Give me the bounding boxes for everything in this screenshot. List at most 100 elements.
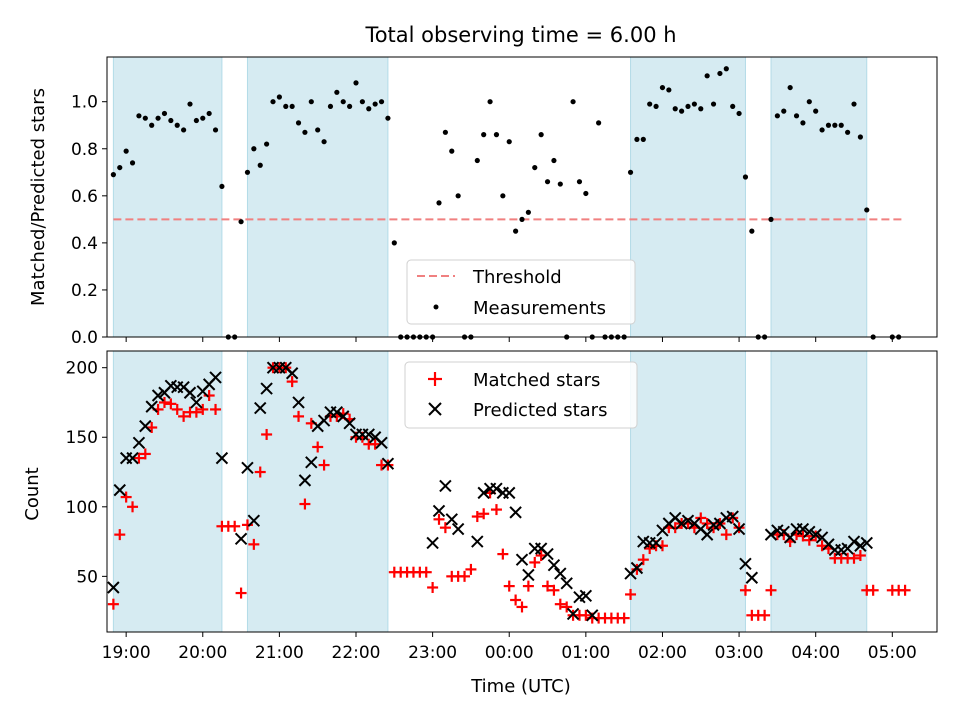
predicted-marker-b bbox=[471, 535, 484, 548]
predicted-marker-b bbox=[368, 431, 382, 444]
predicted-marker-b bbox=[183, 386, 197, 399]
matched-star-marker bbox=[107, 598, 119, 610]
measurement-point bbox=[774, 113, 780, 119]
predicted-star-marker bbox=[260, 382, 273, 395]
bottom-axes-frame bbox=[106, 350, 938, 633]
predicted-star-marker bbox=[439, 479, 452, 493]
predicted-marker-b bbox=[439, 479, 452, 493]
matched-star-marker bbox=[178, 410, 190, 422]
matched-star-marker bbox=[695, 512, 707, 524]
matched-star-marker bbox=[459, 570, 471, 582]
measurement-point bbox=[353, 80, 359, 86]
predicted-marker-b bbox=[822, 538, 835, 551]
predicted-marker-b bbox=[503, 486, 516, 500]
predicted-marker-b bbox=[771, 524, 784, 537]
shaded-interval bbox=[246, 350, 389, 633]
measurement-point bbox=[704, 73, 710, 79]
bottom-legend-box bbox=[404, 361, 638, 429]
measurement-point bbox=[838, 122, 844, 128]
predicted-star-marker bbox=[305, 456, 318, 469]
predicted-marker-b bbox=[279, 361, 292, 374]
predicted-star-marker bbox=[566, 607, 580, 621]
predicted-star-marker bbox=[700, 528, 714, 541]
predicted-marker-b bbox=[860, 536, 873, 550]
predicted-star-marker bbox=[490, 482, 503, 495]
matched-star-marker bbox=[293, 410, 305, 422]
matched-star-marker bbox=[248, 538, 260, 550]
measurement-point bbox=[110, 172, 116, 178]
measurement-point bbox=[506, 139, 512, 145]
measurement-point bbox=[238, 219, 244, 225]
predicted-star-marker bbox=[541, 547, 554, 561]
measurement-point bbox=[793, 113, 800, 119]
measurement-point bbox=[576, 179, 583, 185]
predicted-star-marker bbox=[803, 525, 816, 539]
matched-star-marker bbox=[427, 581, 439, 593]
predicted-star-marker bbox=[579, 589, 593, 603]
predicted-marker-b bbox=[586, 609, 599, 622]
measurement-point bbox=[525, 209, 531, 215]
predicted-marker-b bbox=[854, 539, 867, 552]
measurement-point bbox=[129, 160, 136, 166]
predicted-marker-b bbox=[688, 517, 701, 530]
x-tick-label: 20:00 bbox=[178, 643, 227, 663]
measurement-point bbox=[832, 122, 838, 128]
top-y-axis-label: Matched/Predicted stars bbox=[28, 88, 49, 306]
predicted-marker-b bbox=[260, 382, 273, 395]
matched-star-marker bbox=[299, 498, 311, 510]
measurement-point bbox=[596, 120, 602, 126]
measurement-point bbox=[455, 193, 461, 199]
measurement-point bbox=[136, 113, 142, 119]
predicted-star-marker bbox=[586, 609, 599, 622]
predicted-marker-b bbox=[305, 456, 318, 469]
measurement-point bbox=[315, 127, 321, 133]
matched-star-marker bbox=[739, 584, 751, 596]
predicted-star-marker bbox=[809, 528, 822, 541]
legend-measurements-label: Measurements bbox=[473, 298, 606, 319]
measurement-point bbox=[264, 141, 270, 147]
x-tick-label: 19:00 bbox=[102, 643, 151, 663]
shaded-interval bbox=[112, 56, 223, 338]
predicted-marker-b bbox=[177, 380, 190, 394]
measurement-point bbox=[340, 99, 346, 105]
predicted-marker-b bbox=[796, 522, 810, 536]
predicted-star-marker bbox=[675, 517, 688, 530]
measurement-point bbox=[532, 164, 538, 171]
predicted-star-marker bbox=[132, 436, 146, 450]
matched-star-marker bbox=[261, 428, 273, 440]
bottom-y-tick-label: 50 bbox=[76, 567, 98, 587]
measurement-point bbox=[161, 110, 168, 117]
predicted-marker-b bbox=[107, 581, 120, 594]
measurement-point bbox=[627, 169, 634, 175]
measurement-point bbox=[538, 132, 544, 138]
matched-star-marker bbox=[197, 403, 209, 415]
predicted-marker-b bbox=[541, 547, 554, 561]
predicted-marker-b bbox=[726, 510, 739, 523]
top-legend: Threshold Measurements bbox=[406, 259, 636, 325]
measurement-point bbox=[474, 157, 480, 164]
measurement-point bbox=[781, 108, 787, 114]
measurement-point bbox=[481, 132, 487, 138]
measurement-point bbox=[685, 103, 691, 110]
bottom-y-tick-label: 100 bbox=[66, 498, 98, 518]
measurement-point bbox=[653, 103, 659, 110]
predicted-marker-b bbox=[534, 542, 548, 555]
measurement-point bbox=[174, 122, 180, 128]
measurement-point bbox=[200, 115, 206, 121]
measurement-point bbox=[768, 216, 774, 222]
shaded-interval bbox=[630, 56, 746, 338]
measurement-point bbox=[321, 139, 327, 145]
predicted-marker-b bbox=[126, 451, 139, 465]
measurement-point bbox=[206, 110, 212, 117]
matched-star-marker bbox=[548, 584, 560, 596]
predicted-marker-b bbox=[745, 571, 759, 584]
predicted-marker-b bbox=[630, 561, 644, 575]
predicted-marker-b bbox=[669, 511, 682, 525]
matched-star-marker bbox=[158, 396, 170, 408]
measurement-point bbox=[513, 228, 519, 234]
predicted-marker-b bbox=[190, 396, 203, 409]
x-tick-label: 21:00 bbox=[255, 643, 304, 663]
predicted-star-marker bbox=[681, 514, 695, 527]
predicted-star-marker bbox=[362, 428, 375, 441]
legend-predicted-label: Predicted stars bbox=[473, 400, 607, 421]
